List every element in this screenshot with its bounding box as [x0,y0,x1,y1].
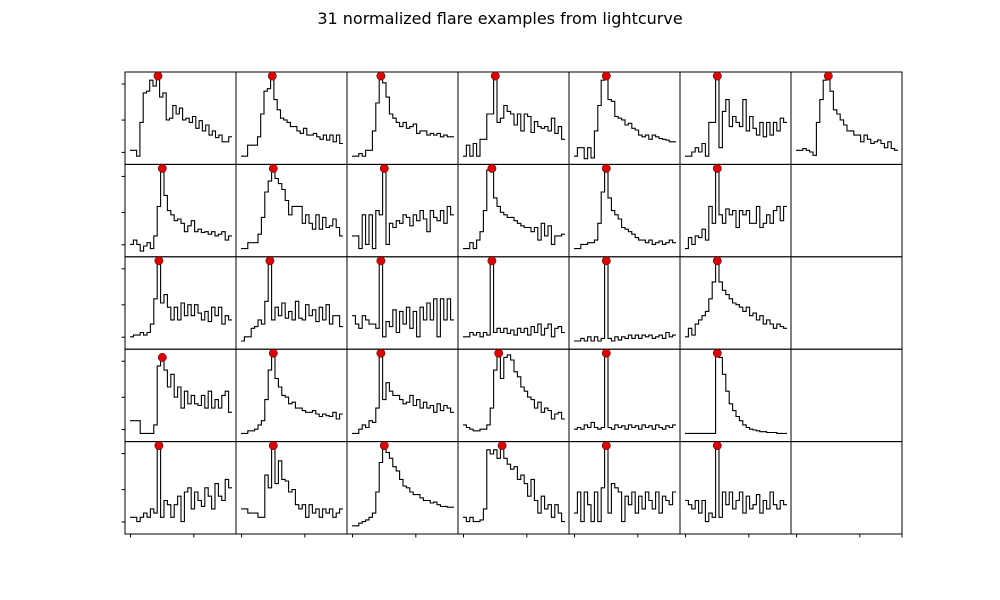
peak-marker-r5c2 [268,441,278,450]
flare-series-r4c4 [463,352,565,432]
peak-marker-r4c2 [268,348,278,358]
peak-marker-r2c3 [379,163,389,173]
panel-frame-r2c7 [790,163,903,258]
peak-marker-r5c3 [379,441,389,450]
panel-frame-r1c5 [568,71,681,165]
peak-marker-r2c1 [157,163,167,173]
peak-marker-r2c2 [268,163,278,173]
peak-marker-r1c7 [823,71,833,81]
flare-series-r1c4 [463,75,565,157]
flare-series-r5c4 [463,445,565,523]
flare-series-r4c1 [130,356,232,434]
panel-frame-r5c4 [457,441,570,535]
peak-marker-r1c5 [601,71,611,81]
flare-series-r5c2 [241,445,343,518]
peak-marker-r4c3 [376,348,386,358]
peak-marker-r4c4 [494,348,504,358]
panel-frame-r1c1 [124,71,237,165]
flare-series-r2c1 [130,167,232,252]
peak-marker-r3c2 [265,256,275,266]
panel-frame-r5c2 [235,441,348,535]
peak-marker-r1c6 [712,71,722,81]
panel-frame-r3c7 [790,256,903,350]
flare-series-r2c4 [463,167,565,250]
peak-marker-r3c4 [487,256,497,266]
panel-frame-r3c3 [346,256,459,350]
peak-marker-r5c1 [154,441,164,450]
panel-frame-r3c2 [235,256,348,350]
panel-frame-r4c7 [790,348,903,443]
flare-series-r2c5 [574,167,676,250]
flare-series-r3c5 [574,260,676,342]
flare-series-r2c3 [352,167,454,250]
panel-frame-r5c7 [790,441,903,535]
flare-series-r5c6 [685,445,787,523]
flare-series-r2c6 [685,167,787,250]
panel-frame-r2c1 [124,163,237,258]
panel-frame-r1c3 [346,71,459,165]
peak-marker-r3c3 [376,256,386,266]
flare-series-r1c6 [685,75,787,157]
peak-marker-r3c5 [601,256,611,266]
peak-marker-r1c4 [490,71,500,81]
peak-marker-r1c1 [153,71,163,81]
flare-series-r5c1 [130,445,232,523]
flare-series-r4c5 [574,352,676,430]
peak-marker-r1c2 [267,71,277,81]
flare-series-r3c6 [685,260,787,338]
flare-series-r4c3 [352,352,454,434]
panel-frame-r5c3 [346,441,459,535]
flare-series-r1c2 [241,75,343,157]
panel-frame-r3c5 [568,256,681,350]
flare-series-r5c5 [574,445,676,523]
panel-frame-r4c2 [235,348,348,443]
flare-series-r4c2 [241,352,343,434]
panel-frame-r2c5 [568,163,681,258]
panel-frame-r4c3 [346,348,459,443]
flare-series-r4c6 [685,352,787,434]
flare-series-r1c7 [796,75,898,156]
flare-series-r3c4 [463,260,565,338]
peak-marker-r3c6 [712,256,722,266]
peak-marker-r1c3 [376,71,386,81]
peak-marker-r4c5 [601,348,611,358]
flare-series-r2c2 [241,167,343,250]
panel-frame-r4c6 [679,348,792,443]
figure-title: 31 normalized flare examples from lightc… [317,9,683,28]
flare-series-r1c1 [130,75,232,157]
panel-frame-r2c4 [457,163,570,258]
flare-series-r1c5 [574,75,676,160]
flare-series-r1c3 [352,75,454,157]
peak-marker-r4c6 [712,348,722,358]
flare-series-r3c2 [241,260,343,342]
peak-marker-r5c5 [601,441,611,450]
flare-series-r5c3 [352,445,454,527]
peak-marker-r5c6 [712,441,722,450]
peak-marker-r5c4 [497,441,507,450]
flare-series-r3c1 [130,260,232,338]
panel-frame-r5c6 [679,441,792,535]
peak-marker-r2c6 [712,163,722,173]
flare-series-r3c3 [352,260,454,338]
peak-marker-r4c1 [157,353,167,362]
peak-marker-r3c1 [154,256,164,266]
peak-marker-r2c5 [601,163,611,173]
panel-frame-r1c2 [235,71,348,165]
peak-marker-r2c4 [487,163,497,173]
